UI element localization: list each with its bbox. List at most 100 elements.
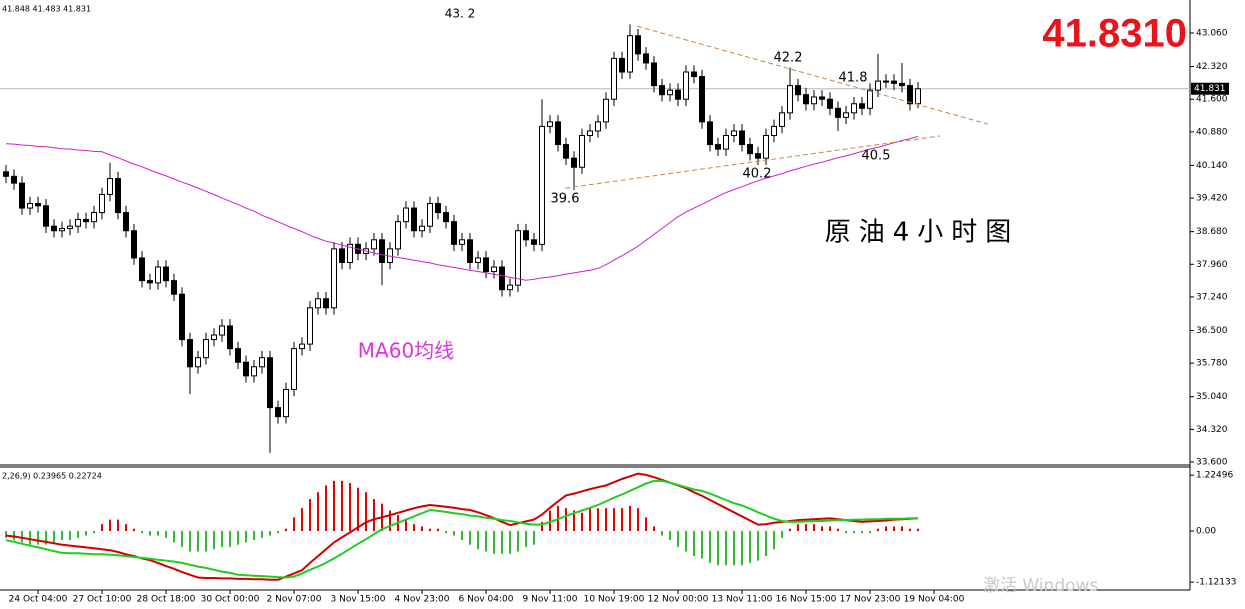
candle-body: [907, 85, 913, 105]
annotation: 41.8: [839, 71, 868, 86]
candle-body: [899, 82, 905, 87]
macd-y-tick-label: 1.22496: [1196, 471, 1233, 481]
candle-body: [411, 207, 417, 232]
candle-body: [91, 212, 97, 223]
candle-body: [635, 35, 641, 55]
candle-body: [611, 57, 617, 100]
candle-body: [771, 125, 777, 137]
last-price-label: 41.831: [1194, 84, 1226, 94]
big-price: 41.8310: [1042, 12, 1187, 56]
header-prices: 41.848 41.483 41.831: [2, 5, 91, 14]
candle-body: [747, 144, 753, 155]
candle-body: [291, 348, 297, 390]
candle-body: [131, 230, 137, 259]
candle-body: [227, 325, 233, 350]
candle-body: [779, 112, 785, 127]
candle-body: [627, 35, 633, 73]
x-tick-label: 24 Oct 04:00: [9, 595, 68, 605]
candle-body: [875, 80, 881, 91]
candle-body: [811, 96, 817, 105]
candle-body: [155, 266, 161, 284]
candle-body: [691, 71, 697, 78]
last-price-tag: [1191, 82, 1229, 95]
candle-body: [75, 218, 81, 227]
candle-body: [147, 280, 153, 284]
x-tick-label: 10 Nov 19:00: [584, 595, 645, 605]
candle-body: [67, 225, 73, 229]
candle-body: [603, 98, 609, 123]
candle-body: [427, 203, 433, 227]
candle-body: [451, 221, 457, 245]
candle-body: [595, 121, 601, 132]
y-tick-label: 42.320: [1196, 62, 1228, 72]
candle-body: [347, 243, 353, 263]
candle-body: [515, 230, 521, 286]
candle-body: [467, 239, 473, 263]
candle-body: [763, 135, 769, 159]
candle-body: [715, 144, 721, 150]
x-tick-label: 9 Nov 11:00: [523, 595, 578, 605]
candle-body: [211, 334, 217, 341]
candle-body: [395, 221, 401, 250]
candle-body: [59, 227, 65, 232]
macd-label: 2,26,9) 0.23965 0.22724: [2, 472, 102, 481]
candle-body: [3, 171, 9, 177]
candle-body: [915, 88, 921, 105]
candle-body: [107, 178, 113, 195]
candle-body: [475, 257, 481, 263]
x-tick-label: 30 Oct 00:00: [201, 595, 260, 605]
candle-body: [419, 225, 425, 232]
x-tick-label: 16 Nov 15:00: [776, 595, 837, 605]
candle-body: [35, 203, 41, 207]
x-tick-label: 6 Nov 04:00: [459, 595, 514, 605]
candle-body: [619, 57, 625, 73]
candle-body: [851, 103, 857, 114]
macd-signal-line: [5, 479, 918, 579]
candle-body: [699, 76, 705, 123]
candle-body: [651, 62, 657, 87]
candle-body: [587, 130, 593, 137]
candle-body: [187, 339, 193, 368]
candle-body: [803, 94, 809, 105]
y-tick-label: 34.320: [1196, 425, 1228, 435]
y-tick-label: 35.040: [1196, 392, 1228, 402]
trendline: [565, 135, 941, 189]
candle-body: [579, 135, 585, 168]
y-tick-label: 40.880: [1196, 127, 1228, 137]
y-tick-label: 39.420: [1196, 194, 1228, 204]
candle-body: [19, 182, 25, 209]
candle-body: [787, 85, 793, 114]
candle-body: [739, 130, 745, 146]
candle-body: [723, 135, 729, 150]
x-tick-label: 12 Nov 00:00: [648, 595, 709, 605]
candle-body: [539, 125, 545, 245]
y-tick-label: 37.240: [1196, 292, 1228, 302]
candle-body: [235, 348, 241, 363]
y-tick-label: 38.680: [1196, 227, 1228, 237]
candle-body: [659, 85, 665, 96]
candle-body: [683, 71, 689, 100]
macd-y-tick-label: 0.00: [1196, 527, 1216, 537]
annotation: 42.2: [774, 51, 803, 66]
candle-body: [523, 230, 529, 241]
annotation: 40.5: [862, 149, 891, 164]
x-tick-label: 2 Nov 07:00: [267, 595, 322, 605]
ma-line: [5, 135, 919, 281]
y-tick-label: 35.780: [1196, 359, 1228, 369]
candle-body: [123, 212, 129, 232]
candle-body: [555, 121, 561, 146]
candle-body: [51, 225, 57, 232]
annotation: 40.2: [743, 167, 772, 182]
candle-body: [267, 357, 273, 409]
candle-body: [435, 203, 441, 214]
candle-body: [459, 239, 465, 245]
candle-body: [491, 266, 497, 273]
candle-body: [379, 239, 385, 263]
y-tick-label: 33.600: [1196, 458, 1228, 468]
x-tick-label: 4 Nov 23:00: [395, 595, 450, 605]
candle-body: [443, 212, 449, 223]
candle-body: [531, 239, 537, 245]
candle-body: [219, 325, 225, 336]
x-tick-label: 3 Nov 15:00: [331, 595, 386, 605]
